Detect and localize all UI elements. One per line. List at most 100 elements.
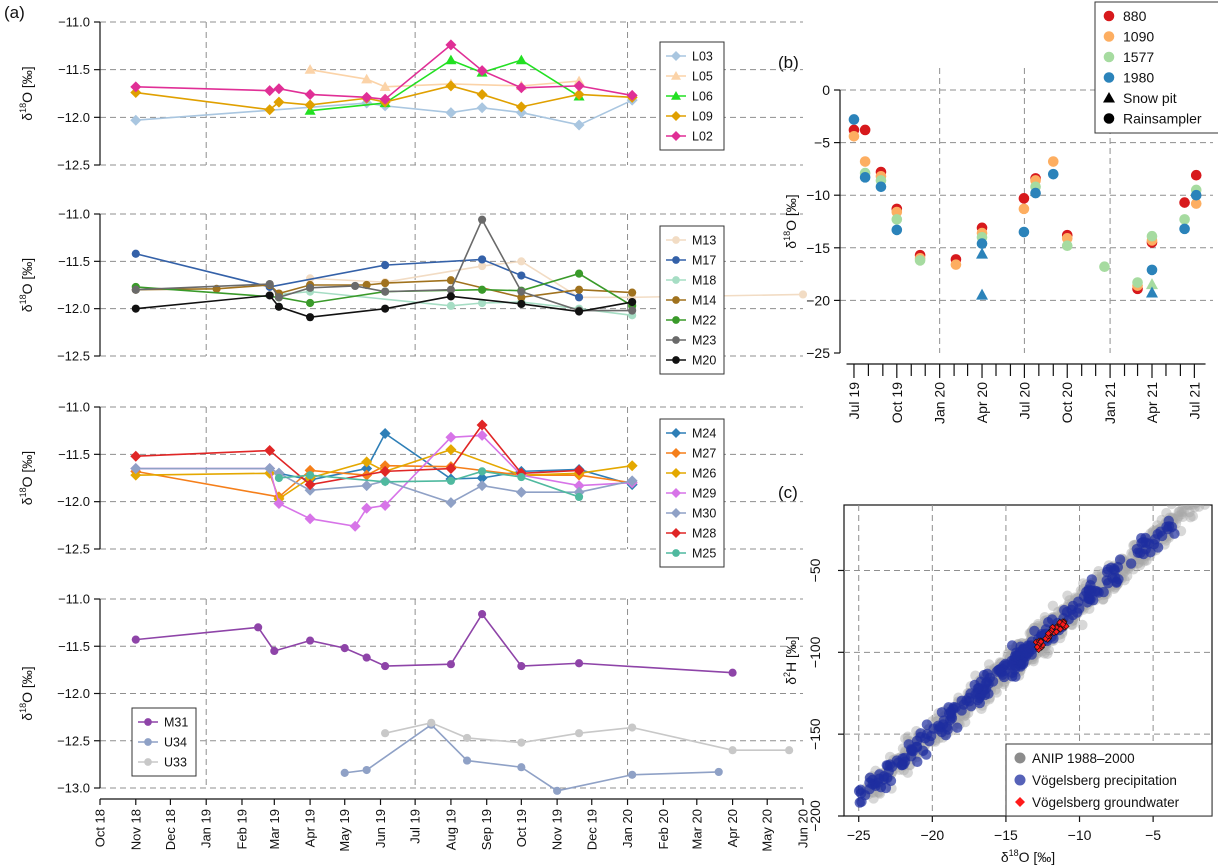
scatter-point-Vögelsberg groundwater (1033, 643, 1041, 651)
series-line-L05 (309, 68, 580, 88)
data-point-U34 (463, 756, 472, 765)
scatter-point-Vögelsberg precipitation (905, 744, 917, 755)
data-point-M25 (517, 472, 526, 482)
series-line-U33 (384, 721, 790, 752)
scatter-point-Vögelsberg precipitation (943, 708, 955, 719)
rainsampler-point-1980 (1179, 223, 1190, 235)
scatter-point-ANIP 1988–2000 (1186, 495, 1196, 505)
scatter-point-ANIP 1988–2000 (1199, 505, 1211, 510)
data-point-M28 (379, 465, 391, 477)
scatter-point-Vögelsberg precipitation (864, 783, 875, 795)
rainsampler-point-1577 (1061, 240, 1073, 251)
rainsampler-point-880 (859, 124, 871, 136)
series-line-L06 (310, 59, 580, 112)
scatter-point-Vögelsberg precipitation (1083, 584, 1094, 595)
data-point-U34 (340, 768, 349, 777)
legend-label: Vögelsberg precipitation (1032, 773, 1177, 788)
scatter-point-ANIP 1988–2000 (1172, 513, 1183, 524)
data-point-M30 (130, 463, 142, 475)
data-point-L03 (445, 107, 457, 119)
x-tick-label: −5 (1145, 827, 1161, 843)
legend-marker (672, 336, 680, 344)
x-tick-label: Oct 20 (1059, 382, 1075, 423)
data-point-M24 (361, 463, 373, 475)
scatter-point-Vögelsberg precipitation (1105, 562, 1117, 573)
rainsampler-point-1577 (1132, 277, 1143, 288)
data-point-M23 (274, 293, 284, 302)
data-point-M29 (379, 499, 391, 511)
x-tick-label: Mar 19 (267, 809, 282, 849)
scatter-point-ANIP 1988–2000 (1173, 506, 1184, 518)
scatter-point-ANIP 1988–2000 (1195, 492, 1205, 502)
data-point-M20 (274, 302, 284, 311)
subplot-4: −11.0 −11.5 −12.0 −12.5 −13.0 δ18O [‰] M31 U34 U… (18, 592, 803, 796)
data-point-L09 (130, 87, 142, 99)
data-point-L09 (515, 101, 527, 113)
data-point-M17 (574, 293, 584, 302)
data-point-M31 (446, 660, 456, 669)
scatter-point-ANIP 1988–2000 (1190, 494, 1200, 504)
y-tick-label: −11.0 (58, 400, 90, 415)
panel-label-b: (b) (778, 53, 799, 72)
data-point-L02 (476, 65, 488, 77)
legend-marker (1103, 51, 1115, 63)
data-point-M18 (446, 301, 456, 310)
legend-marker (671, 428, 681, 438)
legend-box (1005, 743, 1213, 817)
scatter-point-ANIP 1988–2000 (1193, 494, 1203, 504)
scatter-point-ANIP 1988–2000 (1121, 570, 1133, 582)
scatter-point-ANIP 1988–2000 (991, 687, 1002, 698)
scatter-point-ANIP 1988–2000 (1184, 505, 1196, 511)
y-tick-label: −11.0 (58, 207, 90, 222)
legend-marker (672, 256, 680, 264)
scatter-point-Vögelsberg precipitation (979, 689, 991, 701)
scatter-point-Vögelsberg precipitation (864, 772, 876, 783)
scatter-point-ANIP 1988–2000 (998, 678, 1010, 690)
data-point-L02 (626, 89, 638, 101)
snow-pit-point-1577 (1145, 278, 1158, 290)
legend-label: M14 (692, 294, 716, 308)
data-point-L05 (379, 81, 391, 91)
rainsampler-point-1090 (950, 259, 962, 270)
scatter-point-Vögelsberg precipitation (1098, 586, 1109, 598)
rainsampler-point-1090 (1047, 156, 1059, 167)
data-point-M30 (515, 486, 527, 498)
x-tick-label: May 20 (760, 809, 775, 852)
y-tick-label: −13.0 (57, 781, 90, 796)
data-point-M30 (264, 463, 276, 475)
data-point-U33 (785, 746, 794, 755)
data-point-M25 (574, 492, 584, 502)
legend-marker (672, 549, 680, 557)
y-tick-label: −25 (806, 345, 830, 361)
scatter-point-Vögelsberg precipitation (974, 697, 986, 709)
data-point-M28 (304, 479, 316, 491)
data-point-L09 (264, 104, 276, 116)
legend-marker (671, 91, 681, 100)
legend-marker (672, 356, 680, 364)
y-tick-label: −5 (814, 135, 830, 151)
y-tick-label: −12.0 (57, 110, 90, 125)
y-tick-label: −12.0 (57, 301, 90, 316)
x-tick-label: Jan 20 (620, 809, 635, 848)
data-point-U33 (381, 729, 390, 738)
scatter-point-Vögelsberg precipitation (1125, 558, 1137, 569)
scatter-point-ANIP 1988–2000 (1183, 505, 1194, 511)
legend-marker (671, 468, 681, 478)
scatter-point-Vögelsberg precipitation (998, 671, 1010, 683)
data-point-M31 (131, 635, 140, 644)
scatter-point-Vögelsberg precipitation (1148, 539, 1160, 550)
legend-label: M17 (692, 254, 716, 268)
data-point-M20 (381, 304, 390, 313)
y-tick-label: 0 (822, 82, 830, 98)
scatter-point-ANIP 1988–2000 (1190, 505, 1199, 507)
x-tick-label: Nov 18 (128, 809, 143, 850)
legend-marker (144, 738, 152, 746)
legend-label: M24 (692, 427, 716, 441)
x-tick-label: Apr 20 (974, 382, 990, 423)
legend-label: M30 (692, 507, 716, 521)
data-point-M17 (478, 255, 487, 264)
data-point-U33 (728, 746, 737, 755)
data-point-L09 (273, 96, 285, 108)
data-point-U33 (463, 733, 472, 742)
data-point-M31 (728, 668, 737, 677)
